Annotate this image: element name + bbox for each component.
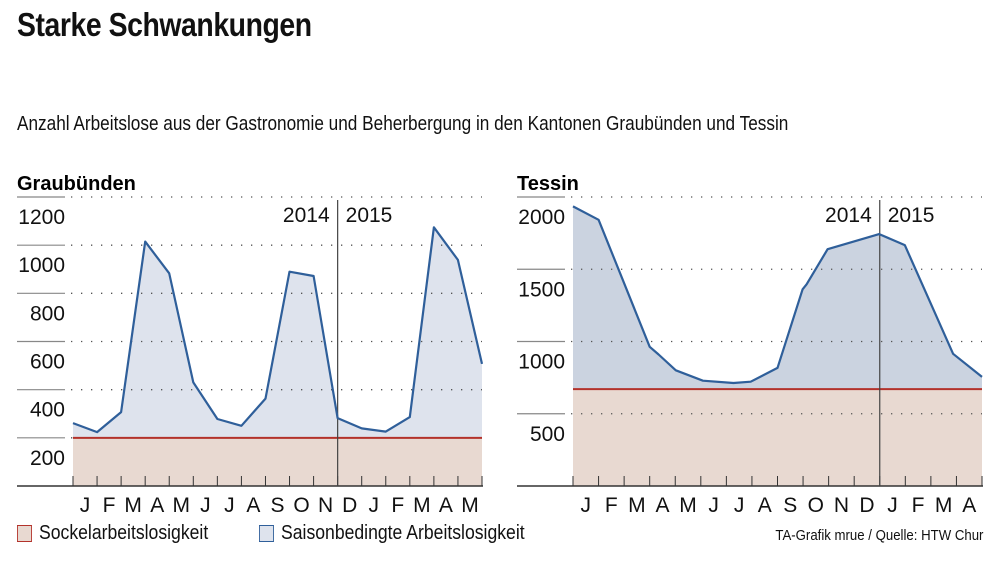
source-credit: TA-Grafik mrue / Quelle: HTW Chur	[774, 527, 983, 544]
x-tick-label: O	[293, 494, 309, 517]
legend-saison: Saisonbedingte Arbeitslosigkeit	[259, 522, 525, 545]
x-tick-label: M	[461, 494, 479, 517]
x-tick-label: S	[270, 494, 284, 517]
year-label: 2014	[825, 204, 872, 227]
y-tick-label: 400	[30, 399, 65, 422]
y-tick-label: 1200	[18, 206, 65, 229]
saison-line	[572, 205, 983, 385]
sockel-area	[73, 437, 482, 486]
x-tick-label: M	[628, 494, 646, 517]
saison-line	[72, 226, 484, 434]
x-tick-label: D	[859, 494, 874, 517]
x-tick-label: J	[887, 494, 898, 517]
y-tick-label: 800	[30, 302, 65, 325]
x-tick-label: J	[80, 494, 91, 517]
x-tick-label: J	[368, 494, 379, 517]
panel-title: Graubünden	[17, 173, 136, 195]
x-tick-label: M	[173, 494, 191, 517]
x-tick-label: A	[150, 494, 164, 517]
legend-label-saison: Saisonbedingte Arbeitslosigkeit	[281, 522, 525, 544]
x-tick-label: F	[391, 494, 404, 517]
legend-swatch-saison	[259, 525, 274, 542]
x-tick-label: F	[103, 494, 116, 517]
x-tick-label: M	[935, 494, 953, 517]
legend-label-sockel: Sockelarbeitslosigkeit	[39, 522, 209, 544]
year-label: 2015	[346, 204, 393, 227]
sockel-area	[573, 389, 982, 486]
y-tick-label: 1000	[518, 351, 565, 374]
x-tick-label: J	[200, 494, 211, 517]
panel-title: Tessin	[517, 173, 579, 195]
y-tick-label: 600	[30, 351, 65, 374]
x-tick-label: O	[808, 494, 824, 517]
x-tick-label: A	[655, 494, 669, 517]
x-tick-label: M	[124, 494, 142, 517]
y-tick-label: 500	[530, 423, 565, 446]
x-tick-label: M	[413, 494, 431, 517]
x-tick-label: F	[912, 494, 925, 517]
x-tick-label: J	[708, 494, 719, 517]
chart-title: Starke Schwankungen	[17, 6, 312, 43]
x-tick-label: N	[834, 494, 849, 517]
x-tick-label: F	[605, 494, 618, 517]
x-tick-label: N	[318, 494, 333, 517]
saison-area	[73, 227, 482, 438]
y-tick-label: 2000	[518, 206, 565, 229]
x-tick-label: D	[342, 494, 357, 517]
x-tick-label: J	[734, 494, 745, 517]
x-tick-label: J	[224, 494, 235, 517]
x-tick-label: A	[246, 494, 260, 517]
x-tick-label: S	[783, 494, 797, 517]
year-label: 2014	[283, 204, 330, 227]
y-tick-label: 200	[30, 447, 65, 470]
legend-swatch-sockel	[17, 525, 32, 542]
legend-sockel: Sockelarbeitslosigkeit	[17, 522, 208, 545]
x-tick-label: A	[758, 494, 772, 517]
x-tick-label: A	[439, 494, 453, 517]
y-tick-label: 1000	[18, 254, 65, 277]
x-tick-label: J	[581, 494, 592, 517]
chart-subtitle: Anzahl Arbeitslose aus der Gastronomie u…	[17, 113, 789, 135]
x-tick-label: A	[962, 494, 976, 517]
saison-area	[573, 206, 982, 390]
y-tick-label: 1500	[518, 278, 565, 301]
x-tick-label: M	[679, 494, 697, 517]
year-label: 2015	[888, 204, 935, 227]
